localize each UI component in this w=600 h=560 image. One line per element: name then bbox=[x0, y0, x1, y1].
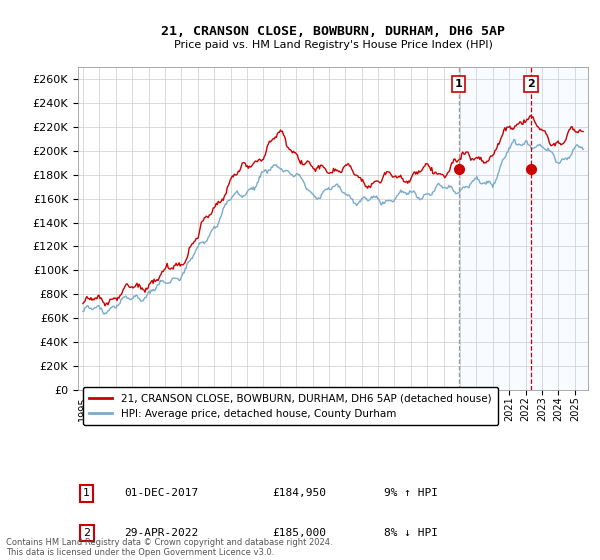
Text: 2: 2 bbox=[527, 79, 535, 89]
Text: £184,950: £184,950 bbox=[272, 488, 326, 498]
Text: 8% ↓ HPI: 8% ↓ HPI bbox=[384, 528, 438, 538]
Text: 2: 2 bbox=[83, 528, 90, 538]
Text: Price paid vs. HM Land Registry's House Price Index (HPI): Price paid vs. HM Land Registry's House … bbox=[173, 40, 493, 50]
Text: 1: 1 bbox=[83, 488, 90, 498]
Bar bbox=[459, 67, 588, 390]
Text: £185,000: £185,000 bbox=[272, 528, 326, 538]
Text: 01-DEC-2017: 01-DEC-2017 bbox=[124, 488, 198, 498]
Text: 21, CRANSON CLOSE, BOWBURN, DURHAM, DH6 5AP: 21, CRANSON CLOSE, BOWBURN, DURHAM, DH6 … bbox=[161, 25, 505, 38]
Text: 9% ↑ HPI: 9% ↑ HPI bbox=[384, 488, 438, 498]
Text: Contains HM Land Registry data © Crown copyright and database right 2024.
This d: Contains HM Land Registry data © Crown c… bbox=[6, 538, 332, 557]
Legend: 21, CRANSON CLOSE, BOWBURN, DURHAM, DH6 5AP (detached house), HPI: Average price: 21, CRANSON CLOSE, BOWBURN, DURHAM, DH6 … bbox=[83, 387, 497, 425]
Text: 1: 1 bbox=[455, 79, 463, 89]
Text: 29-APR-2022: 29-APR-2022 bbox=[124, 528, 198, 538]
